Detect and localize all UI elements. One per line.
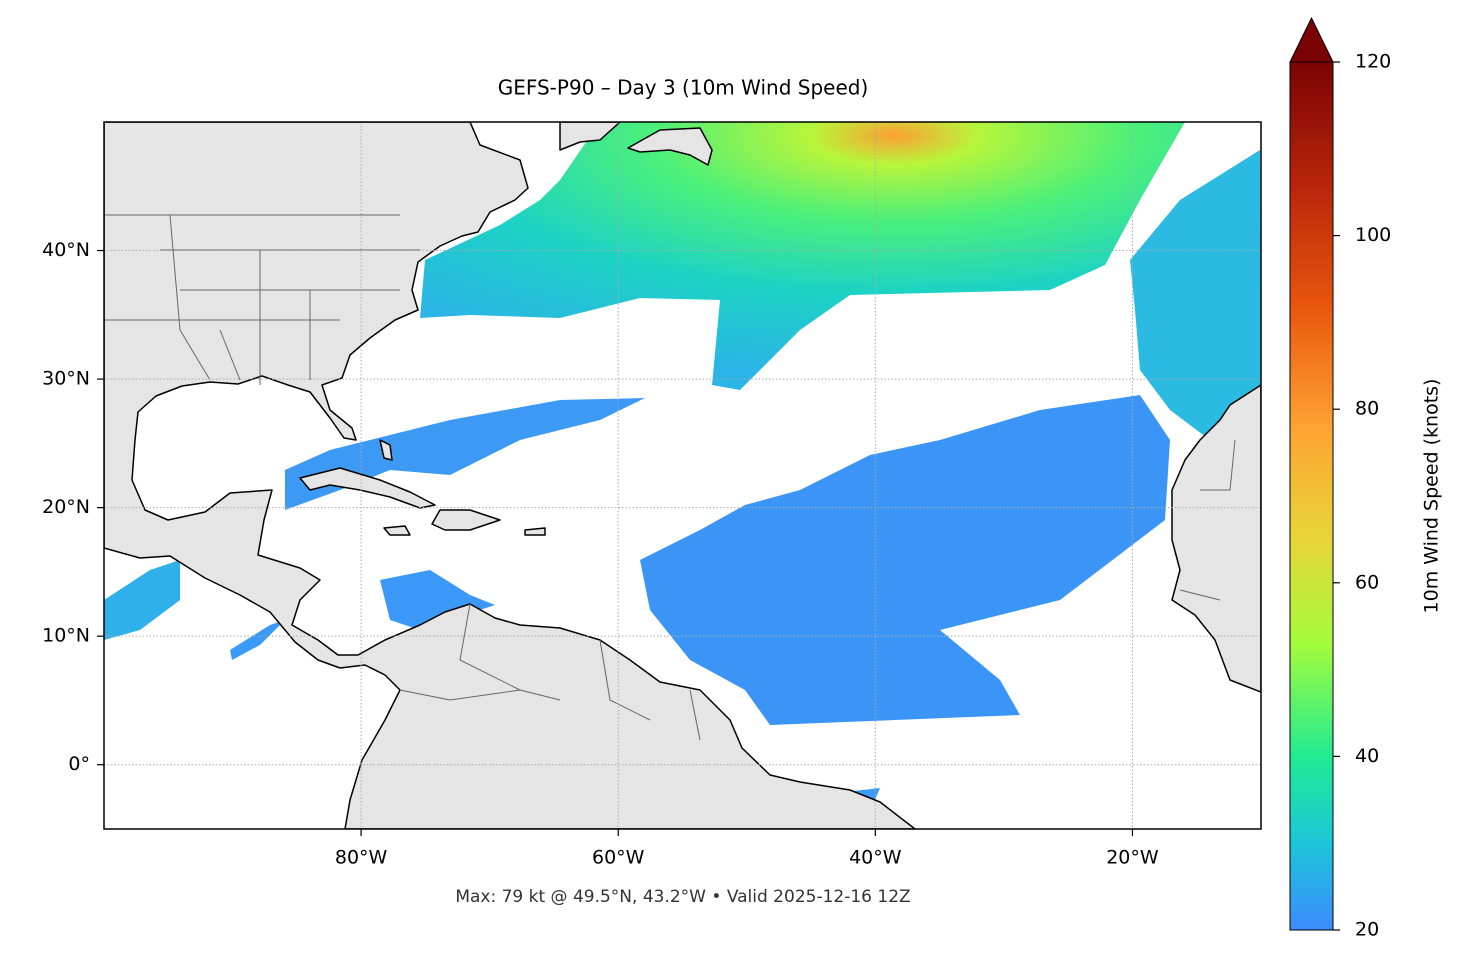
y-tick-label: 20°N [42, 496, 90, 518]
wind-field [104, 122, 1261, 800]
map-frame [103, 121, 1262, 830]
map-title: GEFS-P90 – Day 3 (10m Wind Speed) [498, 76, 869, 100]
colorbar-tick-label: 120 [1355, 51, 1391, 73]
map-area [104, 122, 1261, 829]
caption: Max: 79 kt @ 49.5°N, 43.2°W • Valid 2025… [455, 887, 910, 907]
colorbar-tick-label: 80 [1355, 398, 1379, 420]
graticule [104, 122, 1261, 829]
colorbar-tick-label: 20 [1355, 919, 1379, 941]
x-tick-label: 40°W [849, 847, 902, 869]
map-axes: 80°W 60°W 40°W 20°W 0° 10°N 20°N 30°N 40°N [42, 239, 1159, 868]
colorbar-extend [1289, 16, 1334, 63]
x-tick-label: 80°W [335, 847, 388, 869]
x-tick-label: 60°W [592, 847, 645, 869]
y-tick-label: 10°N [42, 625, 90, 647]
colorbar-label: 10m Wind Speed (knots) [1421, 379, 1443, 614]
y-tick-label: 0° [68, 753, 90, 775]
colorbar-scale [1289, 61, 1334, 931]
y-tick-label: 40°N [42, 239, 90, 261]
colorbar-tick-label: 40 [1355, 745, 1379, 767]
land [104, 122, 1261, 829]
x-tick-label: 20°W [1106, 847, 1159, 869]
colorbar: 10m Wind Speed (knots) 20 40 60 80 100 120 [1289, 16, 1443, 941]
y-tick-label: 30°N [42, 368, 90, 390]
colorbar-tick-label: 60 [1355, 571, 1379, 593]
borders [104, 214, 1236, 741]
colorbar-tick-label: 100 [1355, 224, 1391, 246]
